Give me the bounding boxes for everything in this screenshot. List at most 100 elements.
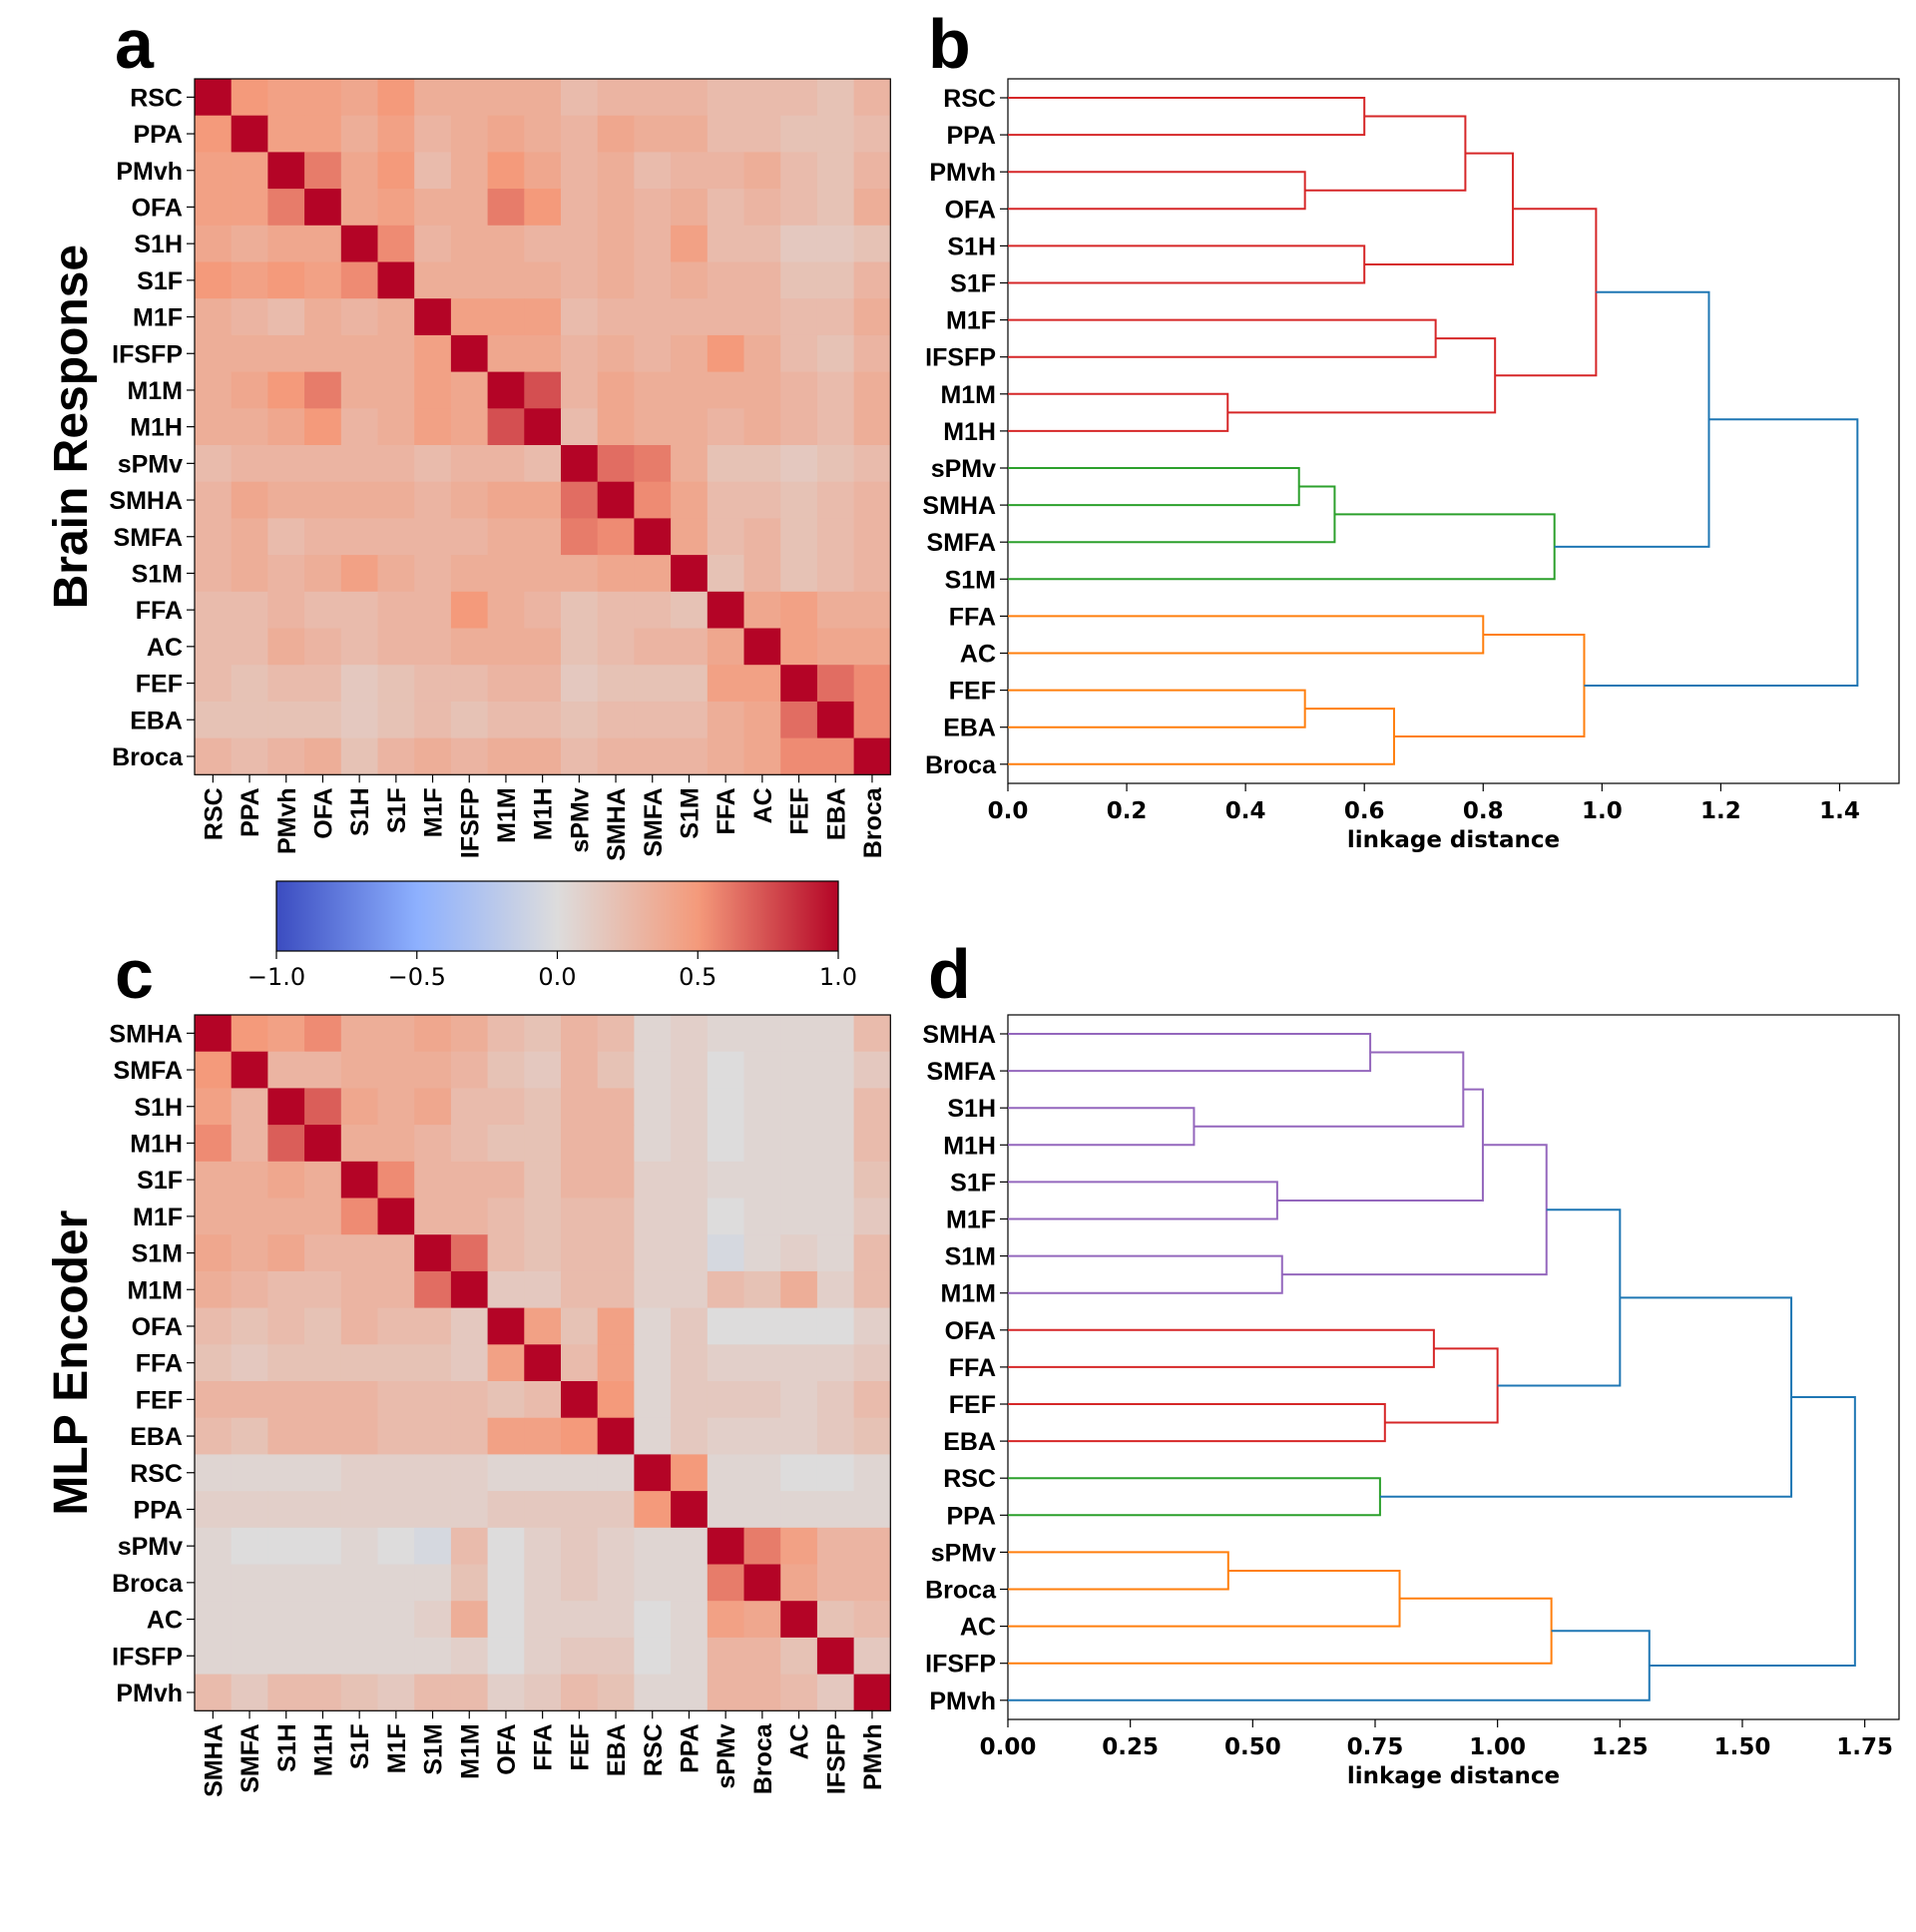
brain-cell-ofa-smha	[597, 189, 635, 227]
brain-dendro-leaf-label-smha: SMHA	[922, 492, 996, 520]
mlp-cell-ofa-ppa	[671, 1307, 709, 1345]
brain-cell-ifsfp-eba	[816, 334, 855, 373]
brain-dendro-link-6	[1008, 318, 1437, 358]
brain-cell-ppa-fef	[780, 115, 818, 153]
mlp-cell-fef-eba	[597, 1381, 635, 1419]
mlp-cell-ppa-ifsfp	[816, 1491, 855, 1529]
brain-dendro-leaf-label-s1f: S1F	[950, 270, 996, 298]
mlp-cell-smfa-ppa	[671, 1051, 709, 1089]
mlp-cell-m1m-broca	[743, 1270, 781, 1309]
brain-cell-rsc-smfa	[634, 79, 672, 117]
brain-cell-fef-ifsfp	[450, 665, 489, 703]
brain-cell-pmvh-ofa	[304, 152, 342, 190]
mlp-cell-broca-pmvh	[853, 1564, 891, 1602]
brain-dendro-link-5	[1008, 392, 1229, 432]
mlp-cell-s1f-ifsfp	[816, 1161, 855, 1200]
mlp-cell-smfa-s1f	[340, 1051, 379, 1089]
brain-cell-s1h-m1h	[524, 225, 562, 263]
mlp-cell-eba-ffa	[524, 1417, 562, 1455]
brain-cell-s1f-ifsfp	[450, 261, 489, 299]
brain-cell-eba-ac	[743, 701, 781, 739]
brain-cell-m1f-fef	[780, 298, 818, 336]
brain-cell-m1h-m1h	[524, 408, 562, 446]
mlp-cell-m1h-s1h	[267, 1125, 305, 1163]
brain-cell-ppa-ifsfp	[450, 115, 489, 153]
mlp-cell-ffa-s1f	[340, 1344, 379, 1382]
mlp-cell-ppa-s1m	[414, 1491, 452, 1529]
mlp-cell-smha-ffa	[524, 1015, 562, 1053]
brain-cell-smha-spmv	[561, 481, 599, 519]
mlp-cell-smfa-ac	[780, 1051, 818, 1089]
brain-cell-ac-eba	[816, 628, 855, 666]
brain-cell-spmv-smfa	[634, 445, 672, 483]
heatmap-mlp-encoder: SMHA SMFA S1H M1H S1F M1F S1M M1M OFA FFA FEF EBA RS…	[45, 1014, 891, 1797]
brain-cell-s1h-smfa	[634, 225, 672, 263]
brain-col-label-smha: SMHA	[603, 787, 631, 861]
brain-cell-smfa-ofa	[304, 518, 342, 556]
mlp-dendro-leaf-label-m1h: M1H	[943, 1132, 996, 1160]
brain-cell-ffa-ppa	[231, 591, 268, 630]
mlp-cell-m1h-smfa	[231, 1125, 268, 1163]
mlp-cell-pmvh-smha	[195, 1674, 233, 1711]
brain-cell-ifsfp-fef	[780, 334, 818, 373]
brain-row-label-rsc: RSC	[130, 84, 183, 112]
mlp-dendro-link-5	[1008, 1254, 1283, 1294]
brain-cell-ffa-pmvh	[267, 591, 305, 630]
mlp-cell-broca-broca	[743, 1564, 781, 1602]
brain-col-label-ofa: OFA	[309, 787, 337, 838]
mlp-cell-eba-ac	[780, 1417, 818, 1455]
brain-cell-pmvh-broca	[853, 152, 891, 190]
mlp-cell-ffa-s1h	[267, 1344, 305, 1382]
brain-cell-m1h-s1h	[340, 408, 379, 446]
mlp-cell-m1h-smha	[195, 1125, 233, 1163]
brain-cell-pmvh-pmvh	[267, 152, 305, 190]
brain-cell-s1f-smha	[597, 261, 635, 299]
brain-cell-m1h-ppa	[231, 408, 268, 446]
mlp-cell-s1h-ofa	[487, 1088, 525, 1126]
mlp-cell-eba-m1m	[450, 1417, 489, 1455]
brain-cell-s1h-ppa	[231, 225, 268, 263]
mlp-cell-broca-smfa	[231, 1564, 268, 1602]
mlp-cell-eba-ppa	[671, 1417, 709, 1455]
mlp-cell-spmv-pmvh	[853, 1527, 891, 1566]
brain-cell-smha-s1f	[377, 481, 415, 519]
brain-cell-broca-ofa	[304, 737, 342, 775]
brain-cell-broca-eba	[816, 737, 855, 775]
mlp-cell-broca-fef	[561, 1564, 599, 1602]
mlp-cell-ac-m1m	[450, 1601, 489, 1639]
mlp-cell-ppa-smha	[195, 1491, 233, 1529]
mlp-cell-s1h-ppa	[671, 1088, 709, 1126]
mlp-cell-s1f-ppa	[671, 1161, 709, 1200]
brain-col-label-broca: Broca	[859, 786, 887, 858]
mlp-cell-m1h-m1h	[304, 1125, 342, 1163]
brain-cell-fef-m1m	[487, 665, 525, 703]
mlp-dendro-leaf-label-s1h: S1H	[947, 1095, 996, 1123]
brain-cell-rsc-pmvh	[267, 79, 305, 117]
mlp-dendro-link-8	[1008, 1403, 1386, 1443]
mlp-cell-s1f-s1f	[340, 1161, 379, 1200]
mlp-cell-ffa-ppa	[671, 1344, 709, 1382]
brain-dendro-link-8	[1495, 208, 1598, 377]
mlp-cell-ac-spmv	[707, 1601, 745, 1639]
brain-cell-fef-m1h	[524, 665, 562, 703]
brain-cell-ppa-m1h	[524, 115, 562, 153]
mlp-cell-spmv-ofa	[487, 1527, 525, 1566]
mlp-cell-smha-rsc	[634, 1015, 672, 1053]
mlp-cell-s1f-ofa	[487, 1161, 525, 1200]
brain-cell-eba-fef	[780, 701, 818, 739]
mlp-cell-fef-broca	[743, 1381, 781, 1419]
colorbar-tick-label: 0.0	[538, 963, 576, 991]
mlp-cell-ac-ppa	[671, 1601, 709, 1639]
brain-cell-broca-broca	[853, 737, 891, 775]
mlp-col-label-s1f: S1F	[346, 1723, 374, 1769]
brain-col-label-ac: AC	[749, 787, 777, 823]
mlp-cell-ac-rsc	[634, 1601, 672, 1639]
brain-cell-rsc-m1f	[414, 79, 452, 117]
brain-cell-ac-s1m	[671, 628, 709, 666]
mlp-cell-m1m-s1h	[267, 1270, 305, 1309]
brain-col-label-ffa: FFA	[713, 787, 740, 834]
brain-cell-pmvh-s1f	[377, 152, 415, 190]
mlp-dendro-xtick-label: 1.50	[1714, 1734, 1771, 1760]
mlp-col-label-broca: Broca	[749, 1722, 777, 1794]
brain-cell-spmv-s1m	[671, 445, 709, 483]
